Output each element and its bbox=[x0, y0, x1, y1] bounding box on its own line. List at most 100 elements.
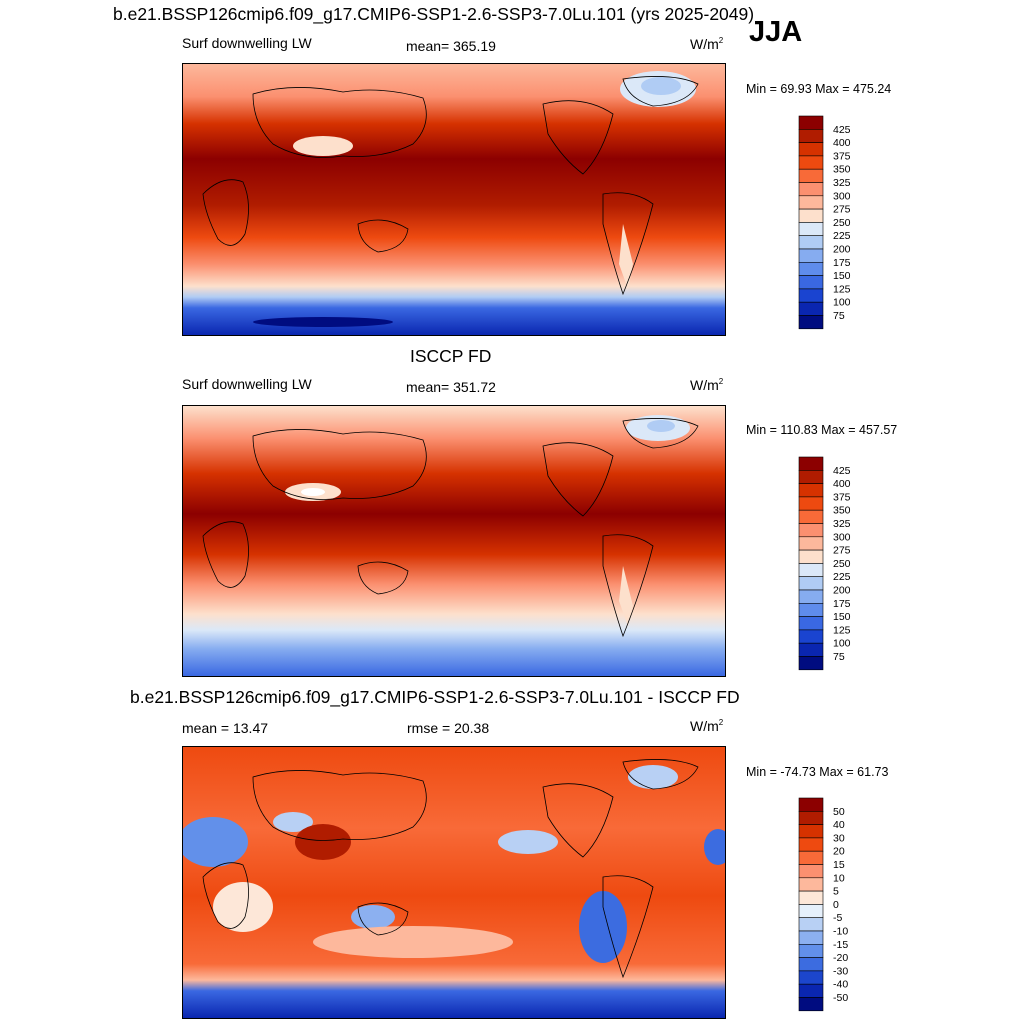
panel1-colorbar-swatch-0 bbox=[798, 115, 824, 130]
panel1-heading: b.e21.BSSP126cmip6.f09_g17.CMIP6-SSP1-2.… bbox=[113, 4, 755, 24]
panel3-colorbar-tick-label: -50 bbox=[833, 992, 848, 1004]
panel3-mean-label: mean = 13.47 bbox=[182, 720, 269, 736]
panel1-colorbar-tick-label: 325 bbox=[833, 177, 851, 189]
panel3-colorbar-tick-label: -30 bbox=[833, 965, 848, 977]
panel3-rmse-label: rmse = 20.38 bbox=[407, 720, 490, 736]
panel2-colorbar-tick-label: 175 bbox=[833, 598, 851, 610]
panel2-colorbar-tick-label: 100 bbox=[833, 638, 851, 650]
panel3-colorbar-tick-label: 15 bbox=[833, 859, 845, 871]
panel2-colorbar-swatch-10 bbox=[798, 589, 824, 604]
panel2-colorbar-tick-label: 200 bbox=[833, 585, 851, 597]
panel1-colorbar-swatch-11 bbox=[798, 262, 824, 276]
panel1-map bbox=[182, 63, 726, 336]
season-label: JJA bbox=[749, 16, 803, 48]
panel1-colorbar-tick-label: 200 bbox=[833, 244, 851, 256]
panel1-colorbar-tick-label: 300 bbox=[833, 190, 851, 202]
panel1-colorbar-tick-label: 225 bbox=[833, 230, 851, 242]
panel3-colorbar-swatch-3 bbox=[798, 837, 824, 852]
panel1-colorbar-tick-label: 150 bbox=[833, 270, 851, 282]
panel2-colorbar-tick-label: 150 bbox=[833, 611, 851, 623]
panel3-colorbar-tick-label: 20 bbox=[833, 846, 845, 858]
panel3-colorbar-swatch-13 bbox=[798, 970, 824, 985]
panel2-colorbar-tick-label: 275 bbox=[833, 545, 851, 557]
panel3-colorbar-swatch-11 bbox=[798, 944, 824, 958]
panel2-colorbar-tick-label: 425 bbox=[833, 465, 851, 477]
panel3-colorbar-tick-label: -15 bbox=[833, 939, 848, 951]
panel2-colorbar-swatch-13 bbox=[798, 629, 824, 644]
panel3-colorbar-swatch-0 bbox=[798, 797, 824, 812]
panel2-colorbar-swatch-3 bbox=[798, 496, 824, 511]
panel1-colorbar-swatch-10 bbox=[798, 248, 824, 263]
panel2-colorbar-swatch-11 bbox=[798, 603, 824, 617]
panel3-colorbar-swatch-15 bbox=[798, 997, 824, 1012]
panel3-colorbar-swatch-14 bbox=[798, 983, 824, 998]
panel3-map bbox=[182, 746, 726, 1019]
panel1-colorbar-tick-label: 100 bbox=[833, 297, 851, 309]
panel1-units-label: W/m2 bbox=[690, 36, 724, 52]
panel2-colorbar-tick-label: 325 bbox=[833, 518, 851, 530]
panel2-variable-label: Surf downwelling LW bbox=[182, 376, 312, 392]
panel3-colorbar-tick-label: 50 bbox=[833, 806, 845, 818]
panel3-colorbar-swatch-1 bbox=[798, 811, 824, 825]
panel1-colorbar-tick-label: 125 bbox=[833, 283, 851, 295]
panel3-colorbar-tick-label: -5 bbox=[833, 912, 842, 924]
panel1-colorbar-tick-label: 350 bbox=[833, 164, 851, 176]
panel1-colorbar-tick-label: 75 bbox=[833, 310, 845, 322]
panel3-colorbar-tick-label: 40 bbox=[833, 819, 845, 831]
panel2-colorbar-tick-label: 350 bbox=[833, 505, 851, 517]
panel3-colorbar-tick-label: 10 bbox=[833, 872, 845, 884]
panel2-colorbar-tick-label: 225 bbox=[833, 571, 851, 583]
panel1-colorbar-swatch-6 bbox=[798, 195, 824, 210]
panel3-colorbar-swatch-10 bbox=[798, 930, 824, 945]
panel2-colorbar-tick-label: 125 bbox=[833, 624, 851, 636]
panel1-colorbar-swatch-7 bbox=[798, 208, 824, 223]
panel3-map-field bbox=[183, 747, 725, 1018]
panel3-colorbar-tick-label: 30 bbox=[833, 832, 845, 844]
panel2-colorbar-swatch-14 bbox=[798, 642, 824, 657]
panel2-colorbar-swatch-12 bbox=[798, 616, 824, 631]
panel2-colorbar-tick-label: 375 bbox=[833, 491, 851, 503]
panel3-colorbar-tick-label: -20 bbox=[833, 952, 848, 964]
panel2-colorbar: 425 400 375 350 325 300 275 250 225 200 175 150 125 1… bbox=[798, 456, 859, 671]
panel2-colorbar-tick-label: 300 bbox=[833, 531, 851, 543]
panel3-colorbar-swatch-8 bbox=[798, 904, 824, 919]
panel1-colorbar-tick-label: 375 bbox=[833, 150, 851, 162]
panel3-colorbar-tick-label: 5 bbox=[833, 886, 839, 898]
panel1-colorbar-swatch-4 bbox=[798, 168, 824, 183]
panel2-mean-label: mean= 351.72 bbox=[406, 379, 496, 395]
panel2-colorbar-tick-label: 250 bbox=[833, 558, 851, 570]
panel1-colorbar-tick-label: 250 bbox=[833, 217, 851, 229]
panel2-colorbar-swatch-8 bbox=[798, 563, 824, 578]
panel3-colorbar-swatch-5 bbox=[798, 864, 824, 879]
panel2-minmax-label: Min = 110.83 Max = 457.57 bbox=[746, 423, 898, 437]
panel2-colorbar-swatch-15 bbox=[798, 656, 824, 671]
panel3-colorbar-tick-label: -10 bbox=[833, 926, 848, 938]
panel1-colorbar-tick-label: 425 bbox=[833, 124, 851, 136]
panel1-colorbar-swatch-5 bbox=[798, 182, 824, 197]
panel1-colorbar-tick-label: 275 bbox=[833, 204, 851, 216]
panel1-map-field bbox=[183, 64, 725, 335]
panel2-colorbar-tick-label: 400 bbox=[833, 478, 851, 490]
panel1-colorbar-swatch-3 bbox=[798, 155, 824, 170]
panel3-colorbar-swatch-7 bbox=[798, 890, 824, 905]
panel2-colorbar-swatch-1 bbox=[798, 470, 824, 484]
panel2-colorbar-swatch-9 bbox=[798, 576, 824, 591]
panel1-mean-label: mean= 365.19 bbox=[406, 38, 496, 54]
panel1-colorbar-swatch-13 bbox=[798, 288, 824, 303]
panel1-colorbar-swatch-15 bbox=[798, 315, 824, 330]
panel1-minmax-label: Min = 69.93 Max = 475.24 bbox=[746, 82, 892, 96]
panel3-colorbar-swatch-2 bbox=[798, 824, 824, 839]
panel3-colorbar-swatch-9 bbox=[798, 917, 824, 932]
panel2-colorbar-swatch-5 bbox=[798, 523, 824, 538]
panel3-minmax-label: Min = -74.73 Max = 61.73 bbox=[746, 765, 889, 779]
panel1-colorbar-swatch-14 bbox=[798, 301, 824, 316]
panel1-colorbar-swatch-9 bbox=[798, 235, 824, 250]
panel2-colorbar-tick-label: 75 bbox=[833, 651, 845, 663]
panel3-colorbar-swatch-6 bbox=[798, 877, 824, 892]
panel1-colorbar-swatch-8 bbox=[798, 222, 824, 237]
panel1-colorbar-swatch-12 bbox=[798, 275, 824, 290]
panel2-colorbar-swatch-0 bbox=[798, 456, 824, 471]
